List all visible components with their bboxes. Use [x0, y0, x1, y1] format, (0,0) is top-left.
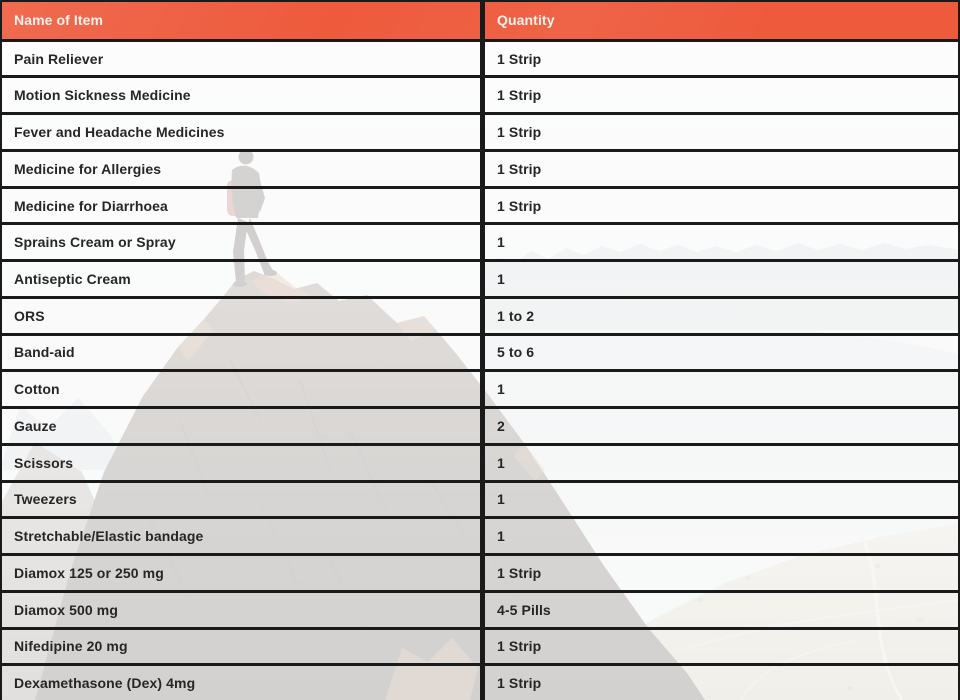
item-name-cell: Diamox 500 mg — [14, 601, 119, 618]
item-quantity-cell: 1 — [480, 482, 958, 517]
item-quantity-cell: 1 Strip — [480, 188, 958, 223]
item-quantity-cell: 1 Strip — [480, 115, 958, 149]
table-row: Motion Sickness Medicine 1 Strip — [2, 75, 958, 113]
table-row: Medicine for Allergies 1 Strip — [2, 148, 958, 186]
table-row: Scissors 1 — [2, 442, 958, 480]
item-name-cell: Fever and Headache Medicines — [14, 124, 225, 141]
item-quantity-cell: 1 Strip — [480, 41, 958, 76]
table-row: Diamox 125 or 250 mg 1 Strip — [2, 553, 958, 590]
item-name-cell: Cotton — [14, 381, 60, 398]
item-name-cell: Gauze — [14, 417, 57, 434]
item-quantity-cell: 1 Strip — [480, 666, 958, 700]
item-quantity-cell: 1 Strip — [480, 629, 958, 664]
header-name-of-item: Name of Item — [14, 12, 104, 29]
table-row: Nifedipine 20 mg 1 Strip — [2, 626, 958, 664]
item-quantity-cell: 1 — [480, 225, 958, 260]
item-quantity-cell: 2 — [480, 409, 958, 443]
item-quantity-cell: 5 to 6 — [480, 335, 958, 370]
item-name-cell: Nifedipine 20 mg — [14, 638, 128, 655]
item-quantity-cell: 1 Strip — [480, 151, 958, 186]
table-row: Diamox 500 mg 4-5 Pills — [2, 589, 958, 627]
item-quantity-cell: 1 — [480, 519, 958, 554]
item-quantity-cell: 4-5 Pills — [480, 592, 958, 627]
table-row: Stretchable/Elastic bandage 1 — [2, 516, 958, 554]
table-header-row: Name of Item Quantity — [2, 2, 958, 39]
item-quantity-cell: 1 to 2 — [480, 298, 958, 333]
item-quantity-cell: 1 — [480, 372, 958, 407]
item-name-cell: Sprains Cream or Spray — [14, 234, 176, 251]
table-row: Antiseptic Cream 1 — [2, 259, 958, 296]
item-name-cell: Scissors — [14, 454, 74, 471]
item-quantity-cell: 1 Strip — [480, 78, 958, 113]
header-quantity: Quantity — [480, 2, 958, 39]
table-row: Tweezers 1 — [2, 479, 958, 517]
item-name-cell: Diamox 125 or 250 mg — [14, 564, 164, 581]
table-row: Dexamethasone (Dex) 4mg 1 Strip — [2, 663, 958, 700]
item-name-cell: ORS — [14, 307, 45, 324]
item-name-cell: Pain Reliever — [14, 50, 104, 67]
item-name-cell: Medicine for Diarrhoea — [14, 197, 168, 214]
table-row: Medicine for Diarrhoea 1 Strip — [2, 185, 958, 223]
table-row: Band-aid 5 to 6 — [2, 332, 958, 370]
table-row: Fever and Headache Medicines 1 Strip — [2, 112, 958, 149]
item-name-cell: Tweezers — [14, 491, 77, 508]
item-quantity-cell: 1 — [480, 445, 958, 480]
item-name-cell: Stretchable/Elastic bandage — [14, 528, 204, 545]
item-name-cell: Medicine for Allergies — [14, 160, 162, 177]
table-row: Cotton 1 — [2, 369, 958, 407]
item-name-cell: Band-aid — [14, 344, 75, 361]
table-row: Pain Reliever 1 Strip — [2, 38, 958, 76]
item-name-cell: Antiseptic Cream — [14, 271, 131, 288]
item-quantity-cell: 1 Strip — [480, 556, 958, 590]
item-name-cell: Dexamethasone (Dex) 4mg — [14, 675, 196, 692]
table-row: Sprains Cream or Spray 1 — [2, 222, 958, 260]
table-row: ORS 1 to 2 — [2, 295, 958, 333]
item-name-cell: Motion Sickness Medicine — [14, 87, 191, 104]
item-quantity-cell: 1 — [480, 262, 958, 296]
table-row: Gauze 2 — [2, 406, 958, 443]
